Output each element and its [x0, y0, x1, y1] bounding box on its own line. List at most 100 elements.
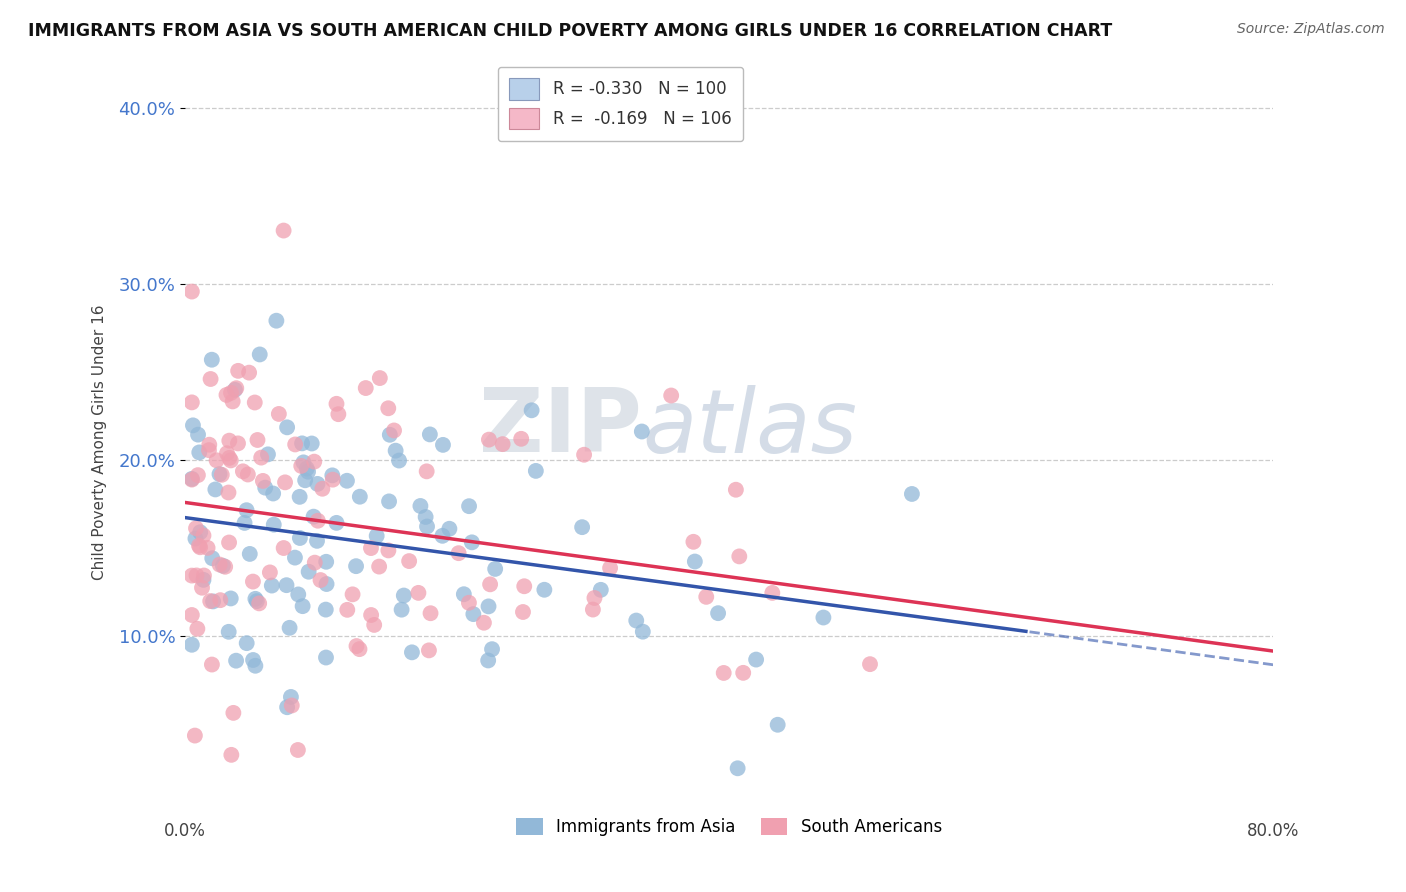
Point: [287, 743, 309, 757]
Point: [198, 438, 221, 452]
Point: [302, 455, 325, 469]
Point: [208, 558, 231, 572]
Point: [278, 621, 301, 635]
Point: [631, 624, 654, 639]
Point: [260, 578, 283, 592]
Point: [288, 531, 311, 545]
Point: [366, 529, 388, 543]
Point: [198, 443, 221, 458]
Point: [226, 436, 249, 450]
Point: [191, 581, 214, 595]
Point: [294, 473, 316, 487]
Point: [572, 448, 595, 462]
Text: atlas: atlas: [643, 384, 858, 471]
Point: [384, 443, 406, 458]
Point: [233, 516, 256, 530]
Point: [214, 559, 236, 574]
Point: [262, 486, 284, 500]
Point: [901, 487, 924, 501]
Point: [252, 474, 274, 488]
Point: [315, 577, 337, 591]
Point: [281, 698, 304, 713]
Point: [193, 573, 215, 587]
Point: [246, 433, 269, 447]
Point: [297, 465, 319, 479]
Point: [201, 657, 224, 672]
Point: [484, 562, 506, 576]
Point: [250, 450, 273, 465]
Point: [180, 473, 202, 487]
Point: [284, 437, 307, 451]
Text: ZIP: ZIP: [479, 384, 643, 471]
Point: [218, 450, 240, 465]
Point: [415, 464, 437, 478]
Point: [378, 427, 401, 442]
Point: [325, 516, 347, 530]
Point: [728, 549, 751, 564]
Point: [180, 568, 202, 582]
Point: [477, 653, 499, 667]
Point: [302, 509, 325, 524]
Point: [349, 642, 371, 657]
Point: [659, 388, 682, 402]
Point: [219, 385, 242, 400]
Point: [205, 453, 228, 467]
Point: [245, 658, 267, 673]
Point: [630, 425, 652, 439]
Legend: Immigrants from Asia, South Americans: Immigrants from Asia, South Americans: [508, 809, 950, 844]
Point: [209, 593, 232, 607]
Point: [813, 610, 835, 624]
Point: [254, 481, 277, 495]
Point: [202, 594, 225, 608]
Point: [419, 427, 441, 442]
Point: [247, 596, 270, 610]
Point: [212, 558, 235, 573]
Point: [695, 590, 717, 604]
Point: [280, 690, 302, 704]
Point: [388, 453, 411, 467]
Point: [274, 475, 297, 490]
Point: [184, 521, 207, 535]
Point: [221, 747, 243, 762]
Point: [243, 395, 266, 409]
Point: [288, 490, 311, 504]
Point: [626, 614, 648, 628]
Point: [478, 433, 501, 447]
Point: [200, 594, 222, 608]
Point: [309, 573, 332, 587]
Point: [724, 483, 747, 497]
Point: [761, 586, 783, 600]
Point: [180, 285, 202, 299]
Point: [349, 490, 371, 504]
Point: [582, 602, 605, 616]
Point: [418, 643, 440, 657]
Point: [292, 455, 315, 469]
Point: [368, 371, 391, 385]
Point: [745, 652, 768, 666]
Point: [439, 522, 461, 536]
Point: [180, 638, 202, 652]
Point: [218, 485, 240, 500]
Point: [291, 436, 314, 450]
Point: [311, 482, 333, 496]
Point: [713, 665, 735, 680]
Point: [181, 418, 204, 433]
Point: [458, 499, 481, 513]
Point: [382, 424, 405, 438]
Point: [432, 529, 454, 543]
Point: [682, 534, 704, 549]
Point: [510, 432, 533, 446]
Point: [197, 541, 219, 555]
Point: [225, 381, 247, 395]
Point: [354, 381, 377, 395]
Point: [219, 453, 242, 467]
Point: [246, 594, 269, 608]
Point: [301, 436, 323, 450]
Point: [238, 366, 260, 380]
Point: [458, 596, 481, 610]
Point: [336, 474, 359, 488]
Point: [208, 467, 231, 481]
Point: [307, 476, 329, 491]
Point: [363, 618, 385, 632]
Point: [325, 397, 347, 411]
